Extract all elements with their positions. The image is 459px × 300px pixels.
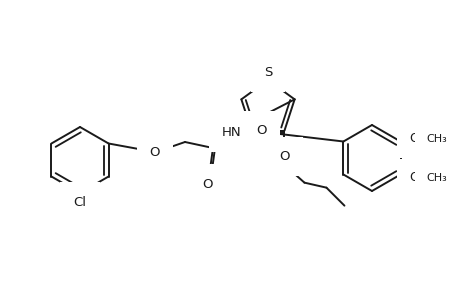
Text: O: O	[279, 150, 289, 163]
Text: HN: HN	[222, 125, 241, 139]
Text: O: O	[256, 124, 266, 137]
Text: Cl: Cl	[73, 196, 86, 208]
Text: O: O	[202, 178, 213, 190]
Text: S: S	[263, 65, 272, 79]
Text: CH₃: CH₃	[425, 172, 446, 182]
Text: CH₃: CH₃	[425, 134, 446, 143]
Text: O: O	[409, 171, 419, 184]
Text: O: O	[150, 146, 160, 158]
Text: O: O	[409, 132, 419, 145]
